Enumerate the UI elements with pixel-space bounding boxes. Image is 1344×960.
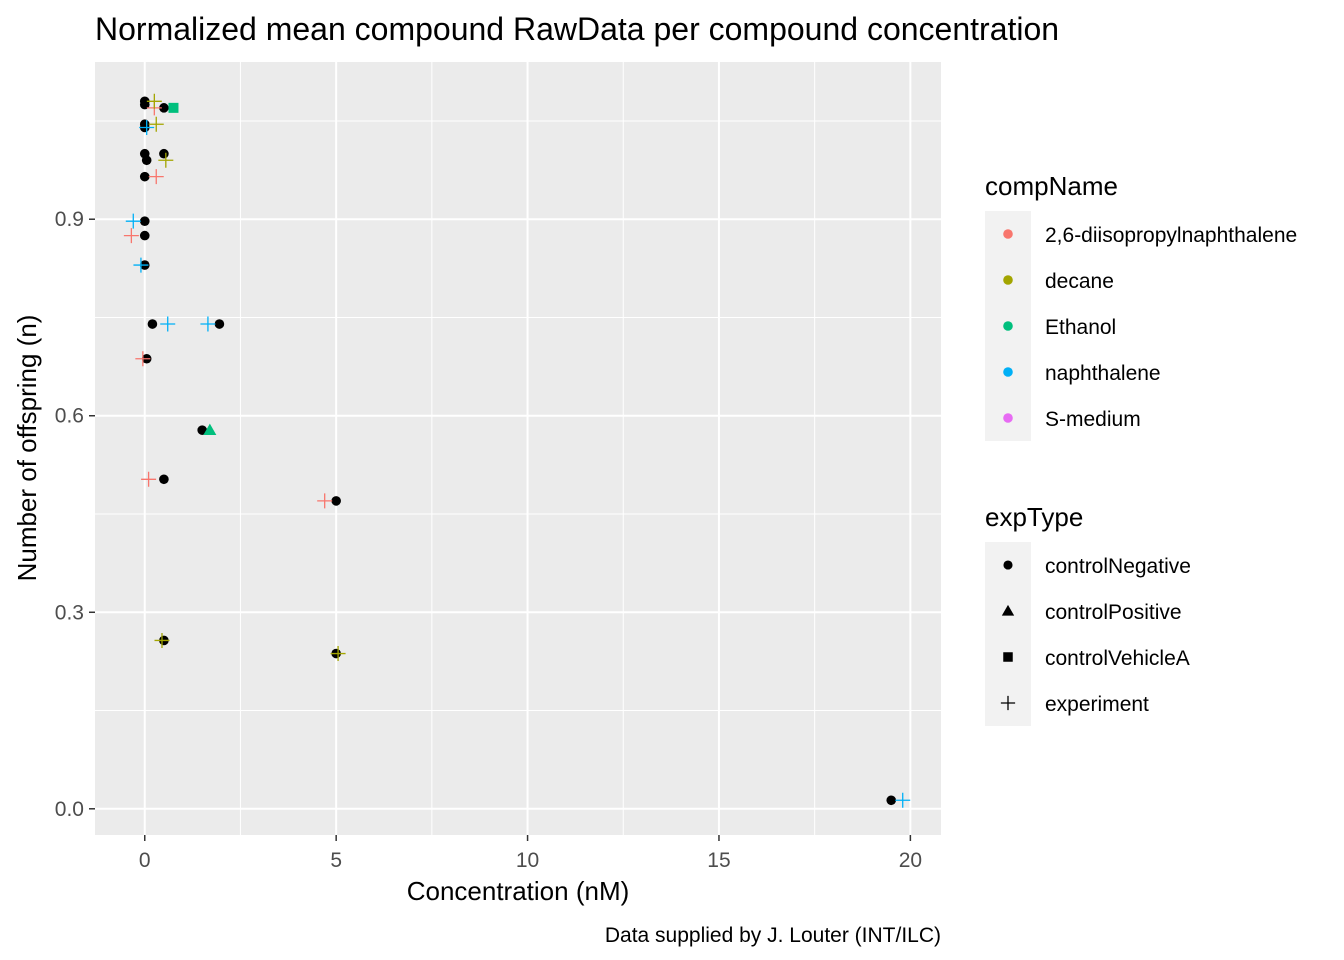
data-point <box>159 103 169 113</box>
legend-title: expType <box>985 502 1083 532</box>
legend-key <box>1003 275 1013 285</box>
data-point <box>214 319 225 329</box>
data-point <box>148 116 164 132</box>
legend-title: compName <box>985 171 1118 201</box>
x-axis-title: Concentration (nM) <box>407 876 630 906</box>
legend-label: controlVehicleA <box>1045 647 1190 670</box>
data-point <box>168 102 179 113</box>
legend-label: S-medium <box>1045 408 1141 431</box>
data-point <box>330 646 346 662</box>
x-axis: 0 5 10 15 20 <box>139 835 922 872</box>
data-point <box>154 632 170 648</box>
y-tick-label: 0.3 <box>55 601 84 624</box>
x-tick-label: 20 <box>899 849 922 872</box>
plot-panel <box>95 62 941 835</box>
legend-key <box>1001 604 1015 616</box>
data-point <box>139 171 150 182</box>
data-point <box>139 148 150 159</box>
legend-key <box>1000 695 1016 711</box>
data-point <box>148 169 164 185</box>
legend-label: naphthalene <box>1045 362 1161 385</box>
legend-label: decane <box>1045 270 1114 293</box>
legend-key <box>1003 321 1013 331</box>
data-point <box>123 228 139 244</box>
data-point <box>886 795 897 806</box>
data-point <box>139 120 155 136</box>
data-point <box>139 216 150 226</box>
chart-title: Normalized mean compound RawData per com… <box>95 11 1059 47</box>
y-axis: 0.0 0.3 0.6 0.9 <box>55 208 95 821</box>
legend-key <box>1003 413 1013 423</box>
grid-minor <box>95 62 941 835</box>
legend-key <box>1003 560 1013 570</box>
legend-exptype: expType controlNegative controlPositive con… <box>985 502 1191 726</box>
data-point <box>125 213 141 229</box>
y-tick-label: 0.9 <box>55 208 84 231</box>
data-point <box>197 425 207 435</box>
data-point <box>159 148 169 159</box>
data-points <box>123 93 911 808</box>
legend-label: 2,6-diisopropylnaphthalene <box>1045 224 1297 247</box>
data-point <box>139 99 150 110</box>
legend-key <box>1003 367 1013 377</box>
data-point <box>141 471 157 487</box>
data-point <box>331 496 341 506</box>
y-tick-label: 0.6 <box>55 405 84 428</box>
data-point <box>146 93 162 109</box>
legend-compname: compName 2,6-diisopropylnaphthalene decane… <box>985 171 1297 441</box>
data-point <box>139 230 150 241</box>
data-point <box>135 351 151 367</box>
x-tick-label: 15 <box>707 849 730 872</box>
y-axis-title: Number of offspring (n) <box>12 315 42 582</box>
legend-label: experiment <box>1045 693 1149 716</box>
legend-label: Ethanol <box>1045 316 1116 339</box>
legend-label: controlNegative <box>1045 555 1191 578</box>
data-point <box>317 493 333 509</box>
legend-label: controlPositive <box>1045 601 1182 624</box>
data-point <box>203 423 217 436</box>
data-point <box>147 319 158 329</box>
data-point <box>160 316 176 332</box>
y-tick-label: 0.0 <box>55 798 84 821</box>
data-point <box>895 792 911 808</box>
x-tick-label: 5 <box>330 849 342 872</box>
data-point <box>200 316 216 332</box>
x-tick-label: 10 <box>516 849 539 872</box>
data-point <box>159 474 169 485</box>
data-point <box>158 152 174 168</box>
caption: Data supplied by J. Louter (INT/ILC) <box>605 924 941 947</box>
legend-key <box>1003 229 1013 239</box>
grid-major <box>95 62 941 835</box>
legend-key <box>1003 652 1013 662</box>
data-point <box>133 257 149 273</box>
x-tick-label: 0 <box>139 849 151 872</box>
legend-key-bg <box>985 542 1031 726</box>
